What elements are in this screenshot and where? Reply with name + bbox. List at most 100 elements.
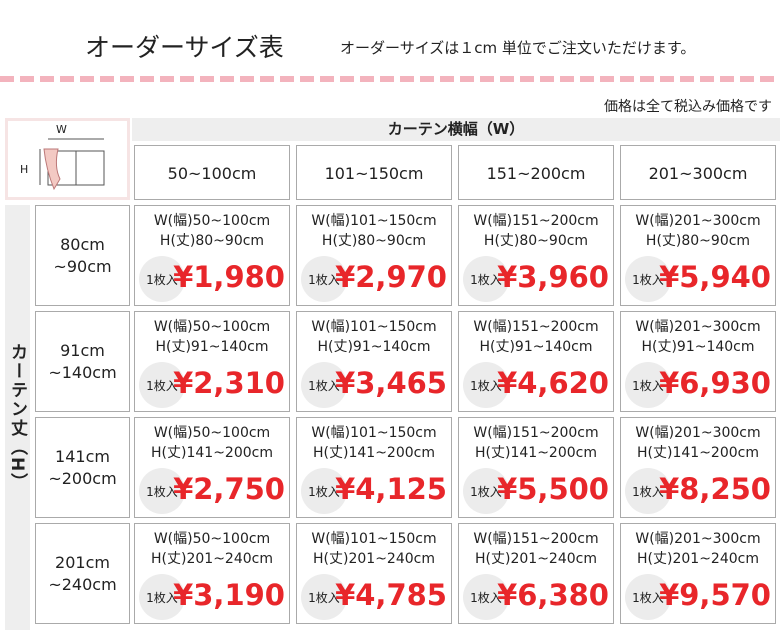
- row-label: 141cm: [55, 446, 110, 466]
- price: ¥6,380: [497, 578, 609, 612]
- row-label: ~200cm: [48, 468, 117, 488]
- w-label: W: [56, 123, 67, 136]
- price: ¥5,500: [497, 472, 609, 506]
- quantity: 1枚入: [463, 256, 509, 302]
- window-icon: [39, 138, 105, 191]
- price-cell: W(幅)50~100cm H(丈)141~200cm 1枚入 ¥2,750: [134, 417, 290, 518]
- price: ¥3,465: [335, 366, 447, 400]
- price-cell: W(幅)101~150cm H(丈)91~140cm 1枚入 ¥3,465: [296, 311, 452, 412]
- height-spec: H(丈)141~200cm: [151, 445, 273, 461]
- height-spec: H(丈)91~140cm: [155, 339, 269, 355]
- quantity: 1枚入: [301, 256, 347, 302]
- width-spec: W(幅)101~150cm: [311, 319, 437, 335]
- height-header: カーテン丈（H）: [5, 205, 30, 630]
- height-spec: H(丈)80~90cm: [321, 233, 427, 249]
- width-spec: W(幅)201~300cm: [635, 531, 761, 547]
- quantity: 1枚入: [463, 362, 509, 408]
- width-spec: W(幅)151~200cm: [473, 213, 599, 229]
- price: ¥8,250: [659, 472, 771, 506]
- column-header: 151~200cm: [458, 145, 614, 200]
- width-spec: W(幅)50~100cm: [153, 319, 271, 335]
- width-spec: W(幅)50~100cm: [153, 213, 271, 229]
- price-cell: W(幅)101~150cm H(丈)80~90cm 1枚入 ¥2,970: [296, 205, 452, 306]
- height-spec: H(丈)201~240cm: [637, 551, 759, 567]
- price: ¥2,970: [335, 260, 447, 294]
- price-cell: W(幅)50~100cm H(丈)91~140cm 1枚入 ¥2,310: [134, 311, 290, 412]
- price: ¥2,750: [173, 472, 285, 506]
- price-cell: W(幅)101~150cm H(丈)141~200cm 1枚入 ¥4,125: [296, 417, 452, 518]
- price-cell: W(幅)201~300cm H(丈)201~240cm 1枚入 ¥9,570: [620, 523, 776, 624]
- row-header: 80cm ~90cm: [35, 205, 130, 306]
- width-spec: W(幅)201~300cm: [635, 425, 761, 441]
- row-label: ~240cm: [48, 574, 117, 594]
- width-spec: W(幅)151~200cm: [473, 425, 599, 441]
- quantity: 1枚入: [301, 362, 347, 408]
- price-cell: W(幅)50~100cm H(丈)80~90cm 1枚入 ¥1,980: [134, 205, 290, 306]
- price-cell: W(幅)151~200cm H(丈)141~200cm 1枚入 ¥5,500: [458, 417, 614, 518]
- row-header: 201cm ~240cm: [35, 523, 130, 624]
- price-cell: W(幅)201~300cm H(丈)91~140cm 1枚入 ¥6,930: [620, 311, 776, 412]
- price: ¥4,785: [335, 578, 447, 612]
- width-spec: W(幅)101~150cm: [311, 213, 437, 229]
- quantity: 1枚入: [625, 468, 671, 514]
- diagram: W H: [5, 118, 130, 200]
- height-spec: H(丈)201~240cm: [313, 551, 435, 567]
- price: ¥6,930: [659, 366, 771, 400]
- quantity: 1枚入: [463, 574, 509, 620]
- price-cell: W(幅)201~300cm H(丈)80~90cm 1枚入 ¥5,940: [620, 205, 776, 306]
- height-spec: H(丈)201~240cm: [151, 551, 273, 567]
- quantity: 1枚入: [139, 468, 185, 514]
- width-spec: W(幅)201~300cm: [635, 319, 761, 335]
- height-spec: H(丈)91~140cm: [641, 339, 755, 355]
- width-spec: W(幅)151~200cm: [473, 531, 599, 547]
- row-label: ~140cm: [48, 362, 117, 382]
- width-spec: W(幅)201~300cm: [635, 213, 761, 229]
- price: ¥5,940: [659, 260, 771, 294]
- width-header: カーテン横幅（W）: [132, 118, 780, 141]
- price: ¥1,980: [173, 260, 285, 294]
- width-spec: W(幅)151~200cm: [473, 319, 599, 335]
- quantity: 1枚入: [301, 574, 347, 620]
- row-label: 80cm: [60, 234, 105, 254]
- width-spec: W(幅)101~150cm: [311, 425, 437, 441]
- price-cell: W(幅)50~100cm H(丈)201~240cm 1枚入 ¥3,190: [134, 523, 290, 624]
- row-label: 201cm: [55, 552, 110, 572]
- quantity: 1枚入: [625, 256, 671, 302]
- price: ¥4,620: [497, 366, 609, 400]
- price: ¥2,310: [173, 366, 285, 400]
- quantity: 1枚入: [463, 468, 509, 514]
- height-spec: H(丈)141~200cm: [313, 445, 435, 461]
- price-cell: W(幅)151~200cm H(丈)80~90cm 1枚入 ¥3,960: [458, 205, 614, 306]
- quantity: 1枚入: [139, 256, 185, 302]
- row-header: 141cm ~200cm: [35, 417, 130, 518]
- height-spec: H(丈)91~140cm: [479, 339, 593, 355]
- width-spec: W(幅)101~150cm: [311, 531, 437, 547]
- width-spec: W(幅)50~100cm: [153, 425, 271, 441]
- height-spec: H(丈)80~90cm: [159, 233, 265, 249]
- price-cell: W(幅)201~300cm H(丈)141~200cm 1枚入 ¥8,250: [620, 417, 776, 518]
- height-spec: H(丈)80~90cm: [483, 233, 589, 249]
- quantity: 1枚入: [625, 362, 671, 408]
- height-spec: H(丈)141~200cm: [475, 445, 597, 461]
- price-cell: W(幅)151~200cm H(丈)201~240cm 1枚入 ¥6,380: [458, 523, 614, 624]
- divider: [0, 76, 780, 82]
- quantity: 1枚入: [139, 362, 185, 408]
- quantity: 1枚入: [625, 574, 671, 620]
- height-spec: H(丈)201~240cm: [475, 551, 597, 567]
- note: 価格は全て税込み価格です: [604, 99, 772, 115]
- subtitle: オーダーサイズは１cm 単位でご注文いただけます。: [340, 39, 696, 57]
- row-label: 91cm: [60, 340, 105, 360]
- h-label: H: [20, 163, 29, 176]
- row-label: ~90cm: [53, 256, 112, 276]
- price-cell: W(幅)101~150cm H(丈)201~240cm 1枚入 ¥4,785: [296, 523, 452, 624]
- width-spec: W(幅)50~100cm: [153, 531, 271, 547]
- quantity: 1枚入: [139, 574, 185, 620]
- quantity: 1枚入: [301, 468, 347, 514]
- price: ¥4,125: [335, 472, 447, 506]
- column-header: 201~300cm: [620, 145, 776, 200]
- column-header: 50~100cm: [134, 145, 290, 200]
- height-spec: H(丈)91~140cm: [317, 339, 431, 355]
- title: オーダーサイズ表: [85, 33, 284, 62]
- price: ¥3,190: [173, 578, 285, 612]
